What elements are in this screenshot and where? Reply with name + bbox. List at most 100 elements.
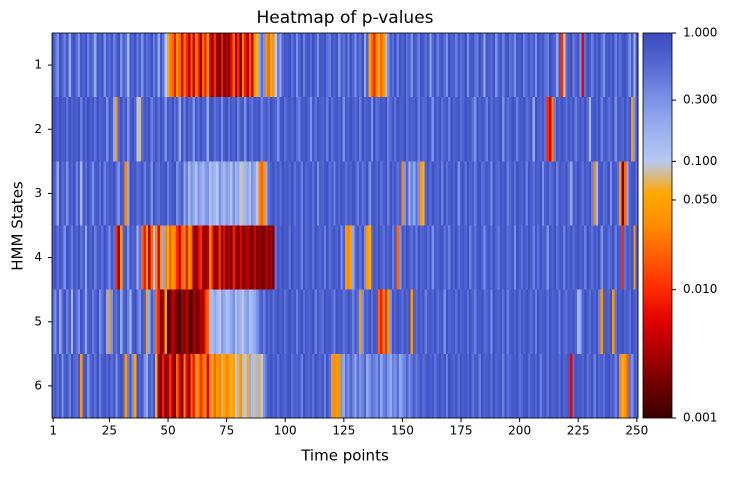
heatmap-cell <box>616 97 620 162</box>
heatmap-cell <box>61 161 65 226</box>
heatmap-cell <box>138 225 142 291</box>
heatmap-cell <box>431 289 435 355</box>
heatmap-cell <box>518 353 522 419</box>
heatmap-cell <box>584 225 588 291</box>
heatmap-cell <box>98 225 102 291</box>
heatmap-cell <box>544 289 548 355</box>
heatmap-cell <box>469 97 473 162</box>
heatmap-cell <box>628 33 632 98</box>
heatmap-cell <box>579 353 583 419</box>
heatmap-cell <box>420 97 423 162</box>
heatmap-cell <box>427 225 430 291</box>
heatmap-cell <box>145 161 149 226</box>
heatmap-cell <box>295 289 299 355</box>
heatmap-cell <box>122 161 126 226</box>
heatmap-cell <box>209 33 212 98</box>
heatmap-cell <box>396 33 400 98</box>
heatmap-cell <box>607 289 611 355</box>
heatmap-cell <box>112 289 116 355</box>
heatmap-cell <box>157 353 161 419</box>
heatmap-cell <box>623 97 627 162</box>
heatmap-cell <box>321 225 325 291</box>
heatmap-cell <box>239 97 243 162</box>
heatmap-cell <box>516 225 520 291</box>
heatmap-cell <box>473 225 477 291</box>
heatmap-cell <box>197 289 201 355</box>
heatmap-cell <box>141 97 145 162</box>
heatmap-cell <box>176 353 180 419</box>
heatmap-cell <box>136 225 140 291</box>
heatmap-cell <box>183 97 187 162</box>
heatmap-cell <box>136 353 140 419</box>
heatmap-cell <box>199 97 203 162</box>
heatmap-cell <box>511 161 515 226</box>
y-tick-label: 3 <box>34 186 42 200</box>
heatmap-cell <box>291 289 295 355</box>
heatmap-cell <box>356 225 360 291</box>
heatmap-cell <box>506 353 510 419</box>
heatmap-cell <box>84 289 88 355</box>
heatmap-cell <box>506 289 510 355</box>
heatmap-cell <box>185 33 189 98</box>
heatmap-cell <box>117 225 121 291</box>
heatmap-cell <box>227 161 231 226</box>
heatmap-cell <box>166 161 170 226</box>
heatmap-cell <box>466 33 470 98</box>
heatmap-cell <box>635 289 639 355</box>
heatmap-cell <box>347 225 351 291</box>
heatmap-cell <box>293 161 297 226</box>
heatmap-cell <box>286 33 290 98</box>
heatmap-cell <box>366 289 370 355</box>
heatmap-cell <box>445 33 449 98</box>
heatmap-cell <box>586 161 590 226</box>
heatmap-cell <box>319 289 323 355</box>
heatmap-cell <box>206 33 210 98</box>
heatmap-cell <box>87 161 91 226</box>
heatmap-cell <box>630 225 634 291</box>
heatmap-cell <box>171 225 175 291</box>
heatmap-cell <box>272 353 276 419</box>
heatmap-cell <box>337 353 341 419</box>
heatmap-cell <box>525 289 529 355</box>
heatmap-cell <box>286 289 290 355</box>
heatmap-cell <box>377 97 381 162</box>
heatmap-cell <box>108 97 112 162</box>
heatmap-cell <box>593 289 597 355</box>
heatmap-cell <box>605 161 609 226</box>
heatmap-cell <box>347 161 351 226</box>
heatmap-cell <box>328 225 332 291</box>
heatmap-cell <box>234 33 238 98</box>
heatmap-cell <box>537 353 541 419</box>
heatmap-cell <box>286 225 290 291</box>
heatmap-cell <box>574 225 578 291</box>
heatmap-cell <box>255 225 259 291</box>
heatmap-cell <box>223 97 227 162</box>
heatmap-cell <box>279 289 283 355</box>
heatmap-cell <box>197 161 201 226</box>
heatmap-cell <box>73 33 77 98</box>
heatmap-cell <box>239 289 243 355</box>
heatmap-cell <box>438 353 442 419</box>
heatmap-cell <box>141 289 145 355</box>
heatmap-cell <box>577 353 580 419</box>
heatmap-cell <box>66 97 70 162</box>
heatmap-cell <box>380 353 384 419</box>
heatmap-cell <box>340 161 344 226</box>
heatmap-cell <box>323 225 327 291</box>
colorbar-tick-label: 0.050 <box>683 192 717 206</box>
heatmap-cell <box>63 225 67 291</box>
heatmap-cell <box>244 289 248 355</box>
heatmap-cell <box>148 225 152 291</box>
heatmap-cell <box>471 353 475 419</box>
heatmap-cell <box>321 353 325 419</box>
heatmap-cell <box>216 97 220 162</box>
heatmap-cell <box>445 225 449 291</box>
heatmap-cell <box>253 33 257 98</box>
heatmap-cell <box>544 161 548 226</box>
heatmap-cell <box>628 161 632 226</box>
heatmap-cell <box>417 33 421 98</box>
heatmap-cell <box>138 289 142 355</box>
heatmap-cell <box>605 33 609 98</box>
heatmap-cell <box>434 225 438 291</box>
heatmap-cell <box>202 161 205 226</box>
